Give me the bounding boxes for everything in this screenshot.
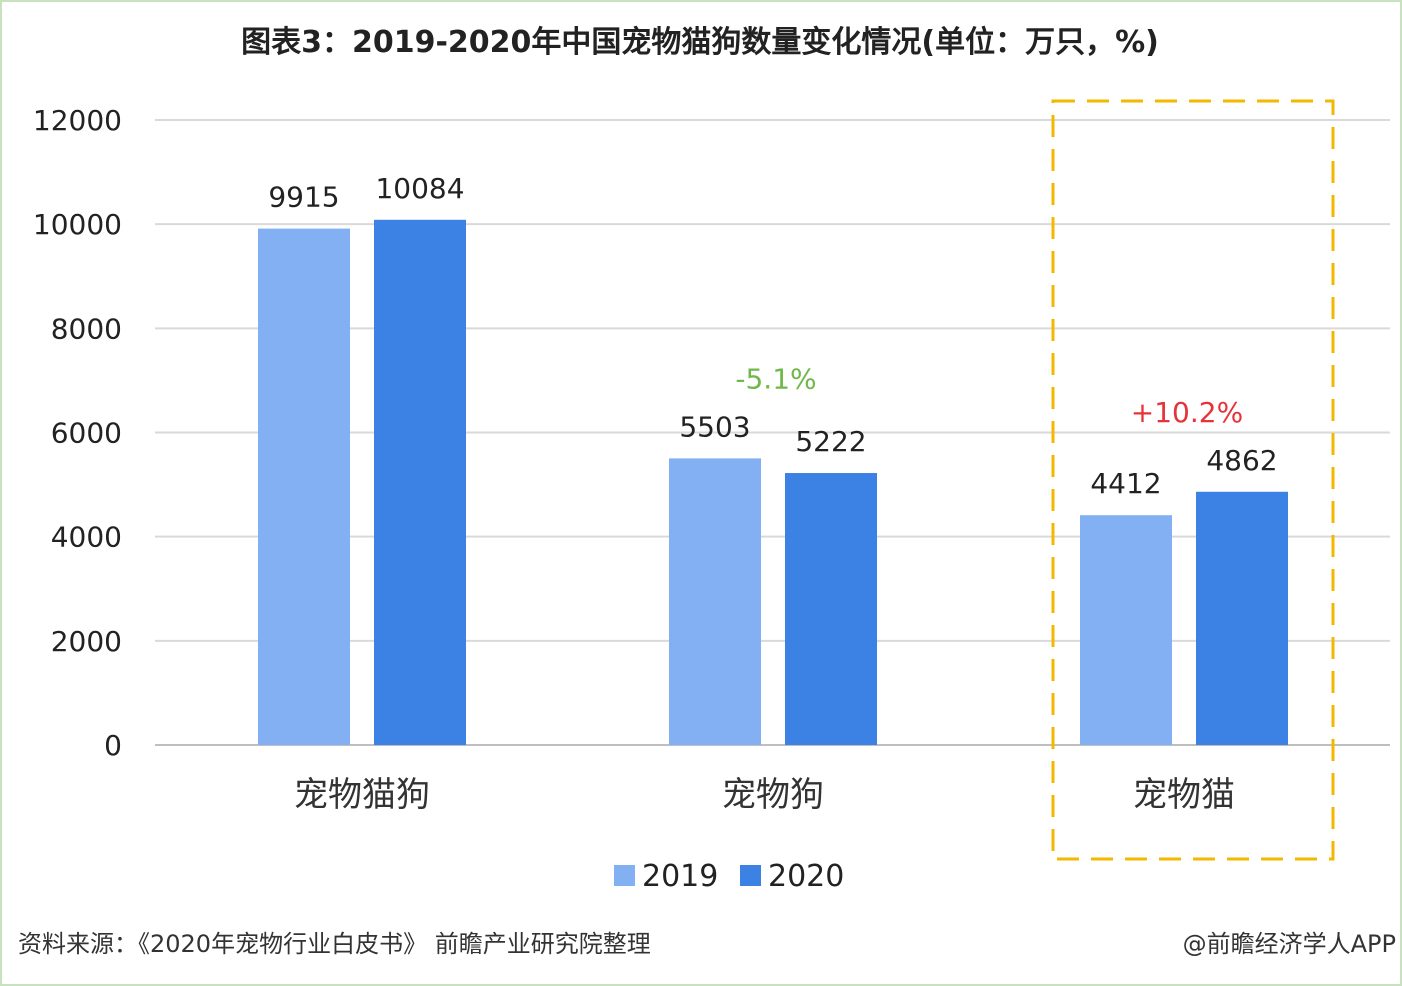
data-label: 5222: [795, 425, 866, 458]
data-label: 5503: [679, 410, 750, 443]
legend-label: 2020: [768, 859, 844, 894]
bar-2020-1: [785, 473, 877, 745]
legend-label: 2019: [642, 859, 718, 894]
source-note: 资料来源：《2020年宠物行业白皮书》 前瞻产业研究院整理: [18, 930, 651, 958]
credit-note: @前瞻经济学人APP: [1183, 930, 1396, 958]
data-label: 4412: [1090, 467, 1161, 500]
chart-title: 图表3：2019-2020年中国宠物猫狗数量变化情况(单位：万只，%): [241, 25, 1159, 60]
y-tick-label: 6000: [51, 417, 122, 450]
bar-2020-2: [1196, 491, 1288, 745]
growth-annotation: -5.1%: [735, 362, 816, 395]
y-tick-label: 0: [104, 729, 122, 762]
y-tick-label: 4000: [51, 521, 122, 554]
data-label: 10084: [375, 172, 464, 205]
y-tick-label: 12000: [33, 104, 122, 137]
bar-2019-2: [1080, 515, 1172, 745]
bar-2020-0: [374, 219, 466, 745]
bar-2019-0: [258, 228, 350, 745]
y-tick-label: 8000: [51, 312, 122, 345]
highlight-box: [1051, 99, 1335, 861]
y-tick-label: 10000: [33, 208, 122, 241]
category-label: 宠物狗: [722, 775, 824, 815]
data-label: 4862: [1206, 444, 1277, 477]
bar-2019-1: [669, 458, 761, 745]
legend-swatch-2020: [740, 865, 761, 886]
growth-annotation: +10.2%: [1131, 396, 1243, 429]
category-label: 宠物猫: [1133, 775, 1235, 815]
legend-swatch-2019: [614, 865, 635, 886]
y-tick-label: 2000: [51, 625, 122, 658]
category-label: 宠物猫狗: [294, 775, 430, 815]
data-label: 9915: [268, 181, 339, 214]
